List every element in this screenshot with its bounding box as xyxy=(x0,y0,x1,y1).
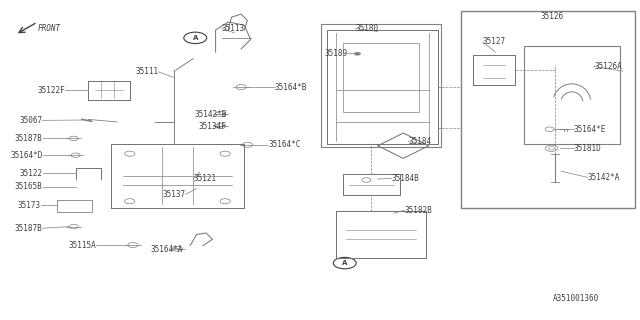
Text: 35173: 35173 xyxy=(17,201,41,210)
Text: A: A xyxy=(342,260,348,266)
Text: 35127: 35127 xyxy=(483,37,506,46)
Text: 35142*A: 35142*A xyxy=(588,173,620,182)
Text: 35142*B: 35142*B xyxy=(194,109,227,118)
Text: 35187B: 35187B xyxy=(15,224,43,233)
Text: 35184B: 35184B xyxy=(392,174,420,183)
Text: FRONT: FRONT xyxy=(38,24,61,33)
Text: 35126A: 35126A xyxy=(594,62,622,71)
Text: 35137: 35137 xyxy=(163,190,186,199)
Bar xyxy=(343,43,419,112)
Text: 35115A: 35115A xyxy=(68,241,96,250)
Text: 35165B: 35165B xyxy=(15,182,43,191)
Text: 35187B: 35187B xyxy=(15,134,43,143)
Text: 35121: 35121 xyxy=(193,174,216,183)
Text: 35181D: 35181D xyxy=(573,144,602,153)
Bar xyxy=(461,11,636,208)
Bar xyxy=(321,24,442,147)
Text: 35182B: 35182B xyxy=(404,206,432,215)
Text: 35122: 35122 xyxy=(19,169,43,178)
Bar xyxy=(56,200,92,212)
Text: 35164*C: 35164*C xyxy=(268,140,301,149)
Text: 35134F: 35134F xyxy=(198,122,227,131)
Text: 35189: 35189 xyxy=(324,49,348,58)
Circle shape xyxy=(355,52,360,55)
Text: A: A xyxy=(193,35,198,41)
Text: 35067: 35067 xyxy=(19,116,43,125)
Text: 35111: 35111 xyxy=(135,67,158,76)
Text: A351001360: A351001360 xyxy=(553,294,599,303)
Text: 35164*A: 35164*A xyxy=(150,245,182,254)
Text: 35180: 35180 xyxy=(356,24,379,33)
Text: 35164*B: 35164*B xyxy=(275,83,307,92)
Text: 35164*D: 35164*D xyxy=(10,151,43,160)
Text: 35184: 35184 xyxy=(408,137,431,146)
Text: 35164*E: 35164*E xyxy=(573,125,606,134)
Bar xyxy=(524,46,620,144)
Text: 35126: 35126 xyxy=(540,12,563,21)
Text: 35113: 35113 xyxy=(222,24,245,33)
Text: 35122F: 35122F xyxy=(37,86,65,95)
